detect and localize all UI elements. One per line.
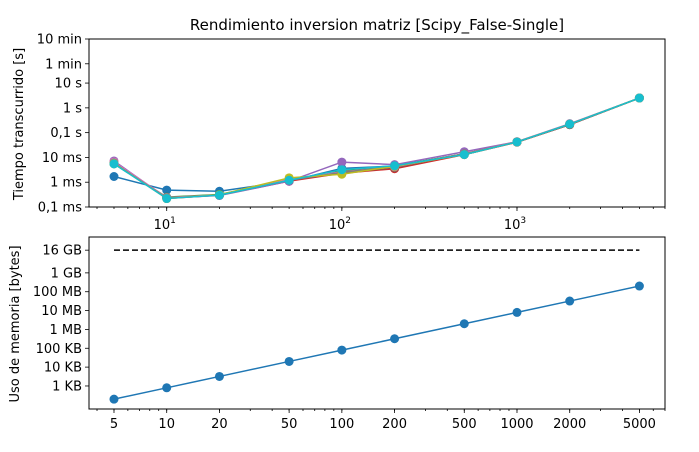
x-tick-label: 102	[329, 216, 351, 233]
y-tick-label: 1 MB	[49, 323, 82, 338]
y-tick-label: 10 min	[37, 33, 82, 48]
x-tick-label: 1000	[500, 417, 533, 432]
y-tick-label: 1 ms	[50, 176, 82, 191]
x-tick-label: 20	[211, 417, 228, 432]
data-point	[565, 119, 575, 129]
data-point	[214, 371, 224, 381]
x-tick-exponent: 2	[345, 216, 351, 226]
data-point	[390, 334, 400, 344]
time-chart: Rendimiento inversion matriz [Scipy_Fals…	[12, 16, 666, 233]
data-point	[634, 93, 644, 103]
y-tick-label: 10 s	[55, 77, 83, 92]
series-group	[109, 93, 644, 204]
x-tick-label: 500	[452, 417, 477, 432]
data-point	[162, 383, 172, 393]
series-line	[113, 285, 640, 400]
memory-chart: Uso de memoria [bytes] 5 10 20 50 100 200 500 1…	[8, 236, 666, 432]
x-tick-base: 10	[329, 218, 346, 233]
y-tick-label: 0,1 ms	[38, 201, 82, 216]
data-point	[337, 157, 347, 167]
y-tick-label: 1 GB	[51, 266, 82, 281]
y-tick-label: 1 min	[45, 57, 82, 72]
x-tick-label: 10	[158, 417, 175, 432]
data-point	[634, 281, 644, 291]
x-tick-label: 200	[382, 417, 407, 432]
chart-title: Rendimiento inversion matriz [Scipy_Fals…	[190, 16, 564, 35]
series-group	[109, 249, 644, 404]
data-point	[337, 345, 347, 355]
data-point	[109, 159, 119, 169]
plot-frame	[88, 38, 666, 208]
series-line	[113, 97, 640, 200]
y-tick-label: 10 ms	[42, 151, 82, 166]
y-tick-label: 100 MB	[33, 285, 82, 300]
series-1	[109, 281, 644, 404]
data-point	[459, 319, 469, 329]
y-tick-label: 100 KB	[36, 342, 82, 357]
data-point	[337, 165, 347, 175]
data-point	[459, 150, 469, 160]
x-tick-base: 10	[504, 218, 521, 233]
y-tick-label: 10 MB	[41, 304, 82, 319]
data-point	[284, 356, 294, 366]
y-tick-label: 0,1 s	[50, 126, 82, 141]
series-10	[109, 93, 644, 204]
x-tick-label: 103	[504, 216, 526, 233]
data-point	[284, 175, 294, 185]
x-tick-label: 2000	[553, 417, 586, 432]
data-point	[214, 190, 224, 200]
data-point	[512, 137, 522, 147]
x-tick-label: 5	[110, 417, 118, 432]
data-point	[512, 307, 522, 317]
data-point	[162, 185, 172, 195]
data-point	[390, 161, 400, 171]
y-tick-group: 0,1 ms 1 ms 10 ms 0,1 s 1 s 10 s 1 min 10 min	[37, 33, 89, 216]
x-tick-group: 5 10 20 50 100 200 500 1000 2000 5000	[96, 409, 666, 432]
data-point	[565, 296, 575, 306]
y-tick-label: 1 KB	[52, 379, 82, 394]
plot-frame	[88, 236, 666, 410]
y-tick-group: 1 KB 10 KB 100 KB 1 MB 10 MB 100 MB 1 GB 16 GB	[33, 244, 89, 394]
x-tick-label: 50	[281, 417, 298, 432]
x-tick-base: 10	[154, 218, 171, 233]
y-tick-label: 10 KB	[44, 361, 82, 376]
y-axis-label: Tiempo transcurrido [s]	[12, 48, 27, 201]
y-tick-label: 1 s	[63, 101, 82, 116]
x-tick-label: 101	[154, 216, 176, 233]
x-tick-label: 5000	[623, 417, 656, 432]
y-axis-label: Uso de memoria [bytes]	[8, 245, 23, 402]
data-point	[109, 394, 119, 404]
y-tick-label: 16 GB	[42, 244, 82, 259]
x-tick-group: 101 102 103	[96, 207, 666, 233]
x-tick-exponent: 3	[520, 216, 526, 226]
data-point	[162, 194, 172, 204]
data-point	[109, 172, 119, 182]
x-tick-label: 100	[329, 417, 354, 432]
x-tick-exponent: 1	[170, 216, 176, 226]
